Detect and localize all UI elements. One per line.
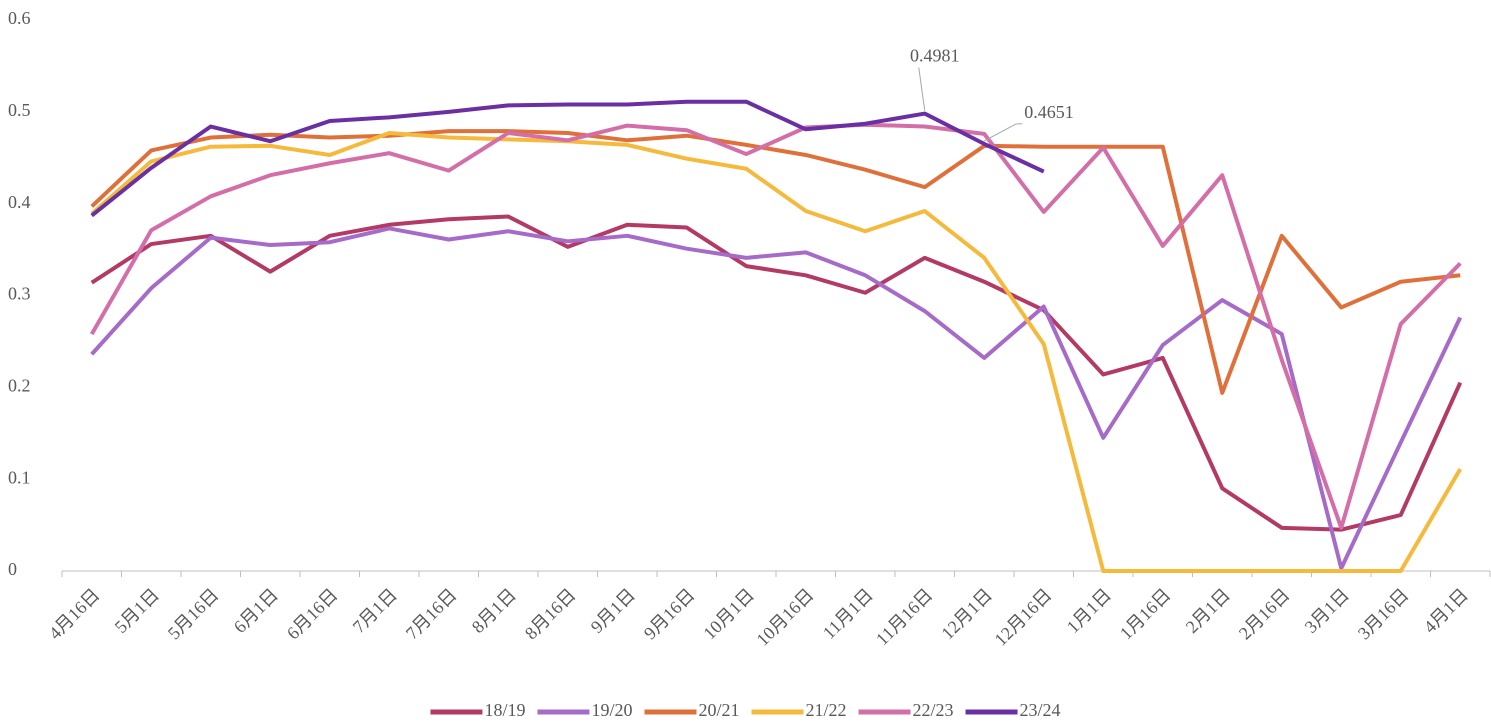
x-tick-label: 8月1日 xyxy=(468,585,520,637)
x-tick-label: 3月16日 xyxy=(1354,585,1413,644)
label-leader xyxy=(918,67,926,111)
x-tick-label: 1月1日 xyxy=(1063,585,1115,637)
legend-label: 21/22 xyxy=(806,700,847,720)
x-tick-label: 11月1日 xyxy=(819,585,877,643)
series-line xyxy=(90,130,1462,573)
x-tick-label: 5月16日 xyxy=(164,585,223,644)
x-tick-label: 7月16日 xyxy=(402,585,461,644)
x-tick-label: 10月1日 xyxy=(699,585,758,644)
x-tick-label: 10月16日 xyxy=(752,585,817,650)
data-label: 0.4981 xyxy=(910,46,960,66)
y-tick-label: 0 xyxy=(8,559,17,579)
y-tick-label: 0.1 xyxy=(8,467,31,487)
y-tick-label: 0.4 xyxy=(8,192,31,212)
series-line xyxy=(90,129,1461,395)
y-tick-label: 0.2 xyxy=(8,375,31,395)
y-tick-label: 0.5 xyxy=(8,100,31,120)
x-tick-label: 12月16日 xyxy=(990,585,1055,650)
series-line xyxy=(90,122,1462,530)
data-label: 0.4651 xyxy=(1024,102,1074,122)
x-tick-label: 5月1日 xyxy=(111,585,163,637)
x-tick-label: 11月16日 xyxy=(872,585,937,650)
legend-label: 20/21 xyxy=(698,700,739,720)
x-tick-label: 2月16日 xyxy=(1235,585,1294,644)
legend-label: 23/24 xyxy=(1020,700,1061,720)
x-tick-label: 7月1日 xyxy=(349,585,401,637)
x-tick-label: 2月1日 xyxy=(1182,585,1234,637)
x-tick-label: 4月1日 xyxy=(1420,585,1472,637)
x-tick-label: 8月16日 xyxy=(521,585,580,644)
y-tick-label: 0.3 xyxy=(8,284,31,304)
x-tick-label: 4月16日 xyxy=(45,585,104,644)
x-tick-label: 9月1日 xyxy=(587,585,639,637)
label-leader xyxy=(984,123,1017,142)
x-tick-label: 9月16日 xyxy=(640,585,699,644)
legend-label: 22/23 xyxy=(913,700,954,720)
series-line xyxy=(90,226,1463,571)
x-tick-label: 3月1日 xyxy=(1301,585,1353,637)
legend-label: 18/19 xyxy=(484,700,525,720)
x-tick-label: 12月1日 xyxy=(937,585,996,644)
x-tick-label: 6月1日 xyxy=(230,585,282,637)
series-line xyxy=(90,99,1045,218)
x-tick-label: 1月16日 xyxy=(1116,585,1175,644)
x-tick-label: 6月16日 xyxy=(283,585,342,644)
series-line xyxy=(90,214,1463,532)
legend-label: 19/20 xyxy=(591,700,632,720)
legend: 18/19 19/20 20/21 21/22 22/23 23/24 xyxy=(430,700,1061,720)
y-tick-label: 0.6 xyxy=(8,8,31,28)
